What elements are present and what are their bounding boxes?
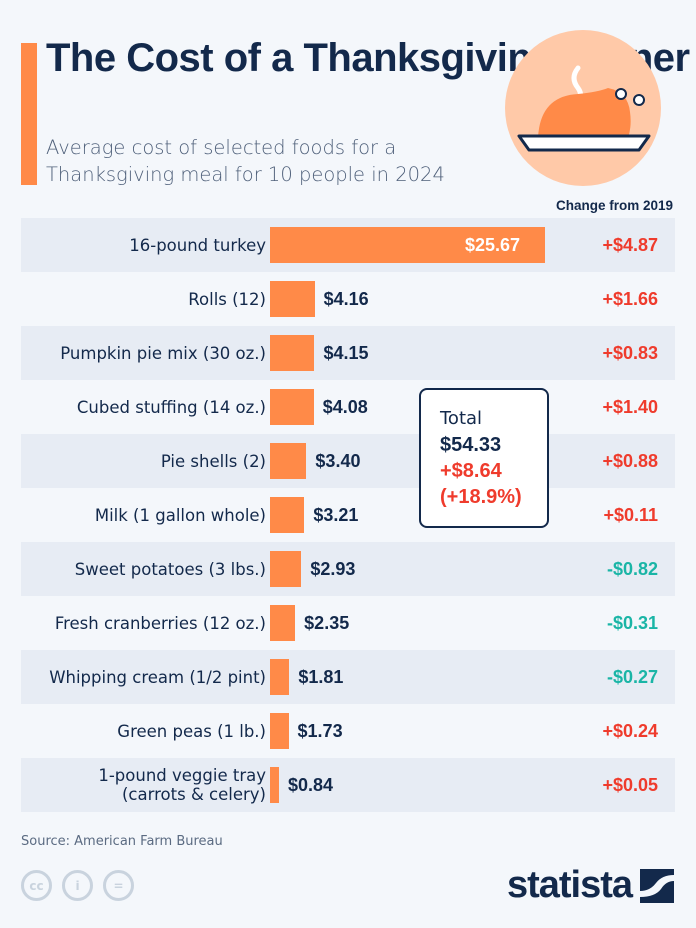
total-change: +$8.64 (440, 460, 502, 482)
category-label: Milk (1 gallon whole) (94, 505, 266, 525)
value-label: $2.93 (310, 559, 356, 579)
change-label: -$0.27 (606, 667, 658, 687)
change-label: +$0.24 (602, 721, 658, 741)
table-row: Pumpkin pie mix (30 oz.) $4.15 +$0.83 (21, 326, 675, 380)
table-row: Pie shells (2) $3.40 +$0.88 (21, 434, 675, 488)
bar (270, 767, 279, 803)
table-row: Rolls (12) $4.16 +$1.66 (21, 272, 675, 326)
value-label: $3.40 (315, 451, 361, 471)
category-label: Rolls (12) (188, 289, 266, 309)
table-row: Green peas (1 lb.) $1.73 +$0.24 (21, 704, 675, 758)
category-label: 16-pound turkey (129, 235, 266, 255)
table-row: 1-pound veggie tray (carrots & celery) $0… (21, 758, 675, 812)
bar (270, 659, 290, 695)
cc-icon: cc (21, 870, 52, 901)
total-label: Total (440, 408, 483, 429)
table-row: Sweet potatoes (3 lbs.) $2.93 -$0.82 (21, 542, 675, 596)
category-label: Cubed stuffing (14 oz.) (76, 397, 266, 417)
total-change-pct: (+18.9%) (440, 486, 522, 508)
value-label: $4.16 (323, 289, 369, 309)
bar (270, 227, 545, 263)
category-label: Pumpkin pie mix (30 oz.) (60, 343, 266, 363)
value-label: $0.84 (287, 775, 334, 795)
table-row: Cubed stuffing (14 oz.) $4.08 +$1.40 (21, 380, 675, 434)
bar (270, 389, 314, 425)
bar (270, 713, 289, 749)
license-icons: cc i = (21, 870, 134, 901)
value-label: $3.21 (313, 505, 359, 525)
bar (270, 443, 307, 479)
bar (270, 551, 302, 587)
statista-logo: statista (507, 864, 674, 907)
category-label: 1-pound veggie tray (carrots & celery) (98, 766, 266, 804)
subtitle: Average cost of selected foods for a Tha… (46, 136, 445, 186)
change-label: +$1.66 (602, 289, 658, 309)
title-accent-bar (21, 43, 37, 185)
category-label: Green peas (1 lb.) (117, 721, 266, 741)
change-label: -$0.82 (606, 559, 658, 579)
no-derivatives-icon: = (103, 870, 134, 901)
change-label: +$4.87 (602, 235, 658, 255)
value-label: $25.67 (465, 235, 521, 255)
bar (270, 605, 296, 641)
value-label: $2.35 (304, 613, 350, 633)
table-row: Whipping cream (1/2 pint) $1.81 -$0.27 (21, 650, 675, 704)
category-label: Sweet potatoes (3 lbs.) (74, 559, 266, 579)
category-label: Fresh cranberries (12 oz.) (54, 613, 266, 633)
change-label: +$0.11 (603, 505, 658, 525)
category-label: Pie shells (2) (160, 451, 266, 471)
change-label: -$0.31 (606, 613, 658, 633)
value-label: $4.08 (322, 397, 368, 417)
total-value: $54.33 (440, 434, 502, 456)
category-label: Whipping cream (1/2 pint) (49, 667, 266, 687)
bar (270, 281, 315, 317)
change-label: +$0.88 (602, 451, 658, 471)
value-label: $4.15 (323, 343, 369, 363)
change-column-header: Change from 2019 (555, 198, 673, 213)
source-note: Source: American Farm Bureau (21, 834, 223, 849)
turkey-dinner-icon (505, 30, 661, 186)
value-label: $1.81 (298, 667, 344, 687)
table-row: Fresh cranberries (12 oz.) $2.35 -$0.31 (21, 596, 675, 650)
change-label: +$1.40 (602, 397, 658, 417)
table-row: Milk (1 gallon whole) $3.21 +$0.11 (21, 488, 675, 542)
attribution-icon: i (62, 870, 93, 901)
change-label: +$0.05 (602, 775, 658, 795)
statista-logo-mark-icon (640, 868, 674, 903)
table-row: 16-pound turkey $25.67 +$4.87 (21, 218, 675, 272)
bar (270, 497, 305, 533)
value-label: $1.73 (297, 721, 343, 741)
bar (270, 335, 315, 371)
change-label: +$0.83 (602, 343, 658, 363)
total-callout: Total $54.33 +$8.64 (+18.9%) (419, 388, 549, 528)
